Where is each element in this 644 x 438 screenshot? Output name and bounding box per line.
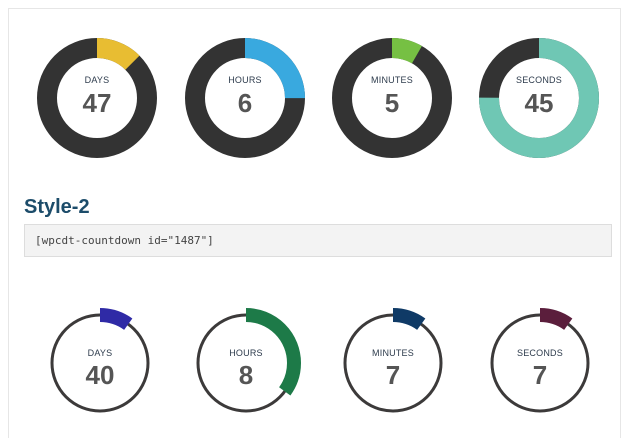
style1-minutes-label: MINUTES	[371, 75, 413, 85]
style1-days-dial	[37, 38, 157, 158]
style1-days-timer: DAYS 47	[37, 38, 157, 158]
style1-hours-value: 6	[237, 88, 253, 118]
style1-hours-timer: HOURS 6	[185, 38, 305, 158]
content-frame	[8, 8, 621, 438]
style2-minutes-dial	[338, 308, 448, 418]
style1-days-label: DAYS	[84, 75, 110, 85]
shortcode-box[interactable]: [wpcdt-countdown id="1487"]	[24, 224, 612, 257]
style1-hours-label: HOURS	[228, 75, 262, 85]
style2-seconds-progress-arc	[485, 308, 595, 418]
style2-days-label: DAYS	[87, 348, 113, 358]
style1-seconds-dial	[479, 38, 599, 158]
style2-hours-label: HOURS	[229, 348, 263, 358]
style1-minutes-value: 5	[384, 88, 400, 118]
style2-minutes-label: MINUTES	[372, 348, 414, 358]
style2-hours-dial	[191, 308, 301, 418]
style1-days-value: 47	[82, 88, 112, 118]
style1-hours-progress-arc	[185, 38, 305, 158]
style1-minutes-dial	[332, 38, 452, 158]
style1-minutes-timer: MINUTES 5	[332, 38, 452, 158]
style1-days-progress-arc	[37, 38, 157, 158]
style2-days-value: 40	[85, 360, 115, 390]
style2-days-timer: DAYS 40	[45, 308, 155, 418]
style2-seconds-value: 7	[532, 360, 548, 390]
style2-seconds-dial	[485, 308, 595, 418]
style2-hours-timer: HOURS 8	[191, 308, 301, 418]
style2-hours-value: 8	[238, 360, 254, 390]
style2-seconds-label: SECONDS	[517, 348, 563, 358]
style1-seconds-progress-arc	[479, 38, 599, 158]
style1-hours-dial	[185, 38, 305, 158]
section-title: Style-2	[24, 196, 90, 218]
style1-seconds-value: 45	[524, 88, 554, 118]
style2-minutes-progress-arc	[338, 308, 448, 418]
shortcode-text[interactable]: [wpcdt-countdown id="1487"]	[35, 234, 214, 247]
style1-seconds-label: SECONDS	[516, 75, 562, 85]
style1-seconds-timer: SECONDS 45	[479, 38, 599, 158]
style2-days-progress-arc	[45, 308, 155, 418]
style2-hours-progress-arc	[191, 308, 301, 418]
style2-minutes-timer: MINUTES 7	[338, 308, 448, 418]
style2-minutes-value: 7	[385, 360, 401, 390]
style2-days-dial	[45, 308, 155, 418]
style1-minutes-progress-arc	[332, 38, 452, 158]
style2-seconds-timer: SECONDS 7	[485, 308, 595, 418]
